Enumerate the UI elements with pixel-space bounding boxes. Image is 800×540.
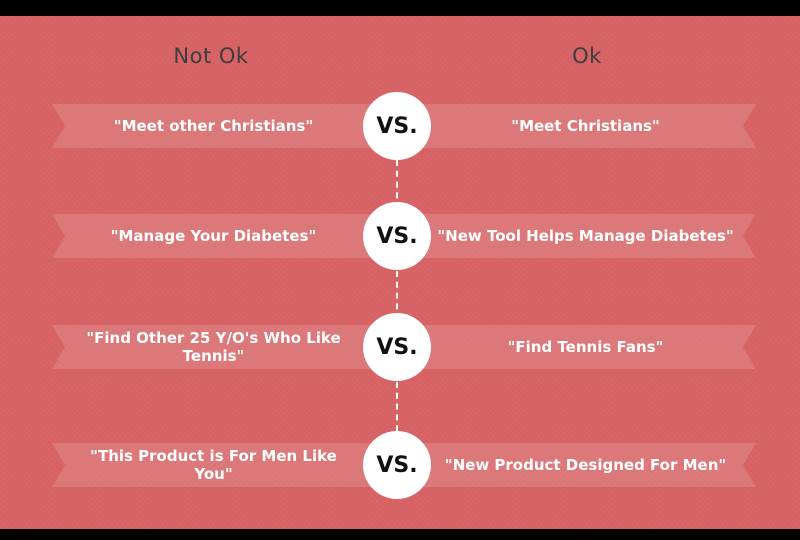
vs-badge: VS. (363, 92, 431, 160)
infographic-panel: Not Ok Ok "Meet other Christians" "Meet … (0, 16, 800, 529)
ok-ribbon: "Find Tennis Fans" (397, 325, 756, 369)
comparison-row-1: "Meet other Christians" "Meet Christians… (0, 92, 800, 160)
dashed-connector (396, 382, 398, 442)
not-ok-ribbon: "This Product is For Men Like You" (52, 443, 397, 487)
dashed-connector (396, 160, 398, 220)
ok-ribbon: "New Product Designed For Men" (397, 443, 756, 487)
ok-header: Ok (572, 44, 602, 68)
not-ok-ribbon: "Find Other 25 Y/O's Who Like Tennis" (52, 325, 397, 369)
ok-ribbon: "New Tool Helps Manage Diabetes" (397, 214, 756, 258)
not-ok-ribbon: "Meet other Christians" (52, 104, 397, 148)
dashed-connector (396, 271, 398, 331)
comparison-row-3: "Find Other 25 Y/O's Who Like Tennis" "F… (0, 313, 800, 381)
comparison-row-4: "This Product is For Men Like You" "New … (0, 431, 800, 499)
not-ok-header: Not Ok (173, 44, 249, 68)
vs-badge: VS. (363, 313, 431, 381)
not-ok-ribbon: "Manage Your Diabetes" (52, 214, 397, 258)
comparison-row-2: "Manage Your Diabetes" "New Tool Helps M… (0, 202, 800, 270)
ok-ribbon: "Meet Christians" (397, 104, 756, 148)
vs-badge: VS. (363, 202, 431, 270)
vs-badge: VS. (363, 431, 431, 499)
